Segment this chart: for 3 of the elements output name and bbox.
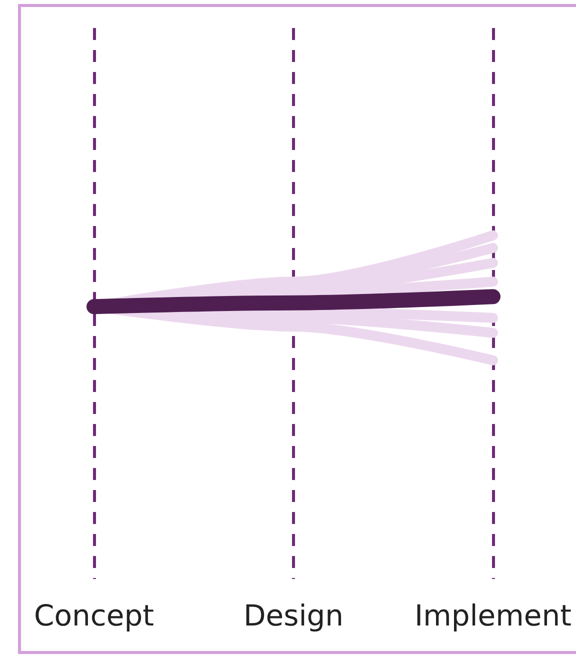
x-tick-label: Implement <box>414 598 572 632</box>
x-tick-label: Concept <box>34 598 154 632</box>
x-tick-label: Design <box>243 598 344 632</box>
